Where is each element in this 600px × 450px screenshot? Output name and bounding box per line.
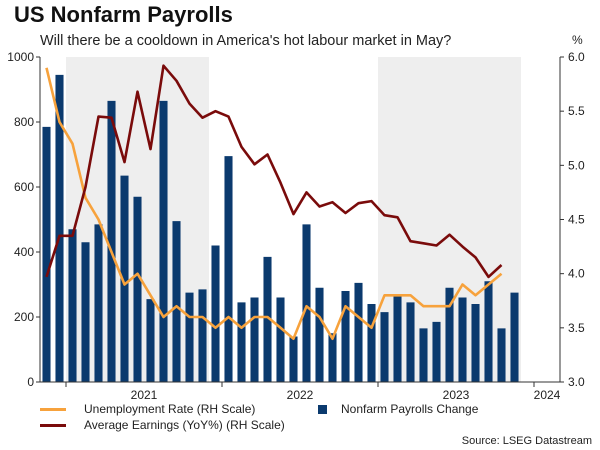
payroll-bar (484, 281, 493, 382)
payroll-bar (406, 302, 415, 382)
chart-title: US Nonfarm Payrolls (14, 2, 233, 27)
payroll-bar (198, 289, 207, 382)
payroll-bar (432, 321, 441, 382)
left-tick-label: 200 (14, 310, 34, 324)
payroll-bar (315, 287, 324, 382)
left-tick-label: 400 (14, 245, 34, 259)
source-note: Source: LSEG Datastream (461, 435, 592, 447)
payroll-bar (380, 312, 389, 382)
right-tick-label: 5.5 (568, 104, 585, 118)
payroll-bar (250, 297, 259, 382)
right-tick-label: 4.0 (568, 267, 585, 281)
x-tick-label: 2023 (443, 388, 470, 402)
payroll-bar (146, 299, 155, 382)
payroll-bar (107, 100, 116, 382)
payroll-bar (354, 282, 363, 382)
left-tick-label: 800 (14, 115, 34, 129)
x-tick-label: 2021 (131, 388, 158, 402)
earnings-line (45, 64, 503, 279)
right-axis-unit: % (572, 33, 583, 47)
payroll-bar (237, 302, 246, 382)
payroll-bar (172, 221, 181, 382)
payroll-bar (276, 297, 285, 382)
payroll-bar (159, 100, 168, 382)
unemployment-line (45, 67, 503, 340)
right-tick-label: 5.0 (568, 158, 585, 172)
payroll-bar (185, 292, 194, 382)
left-tick-label: 0 (27, 375, 34, 389)
left-tick-label: 1000 (7, 50, 34, 64)
x-tick-label: 2024 (534, 388, 561, 402)
payroll-bar (263, 256, 272, 382)
payroll-bar (120, 175, 129, 382)
payroll-bar (445, 287, 454, 382)
payroll-bar (133, 196, 142, 382)
payroll-bar (510, 292, 519, 382)
payroll-bar (419, 328, 428, 382)
payroll-bar (393, 294, 402, 382)
payroll-bar (471, 304, 480, 382)
payroll-bar (42, 126, 51, 382)
payroll-bar (289, 336, 298, 382)
payroll-bar (367, 304, 376, 382)
x-tick-label: 2022 (287, 388, 314, 402)
right-tick-label: 6.0 (568, 50, 585, 64)
payroll-bar (497, 328, 506, 382)
right-tick-label: 4.5 (568, 213, 585, 227)
payroll-bar (302, 224, 311, 382)
payroll-bar (224, 156, 233, 382)
payroll-bar (81, 242, 90, 382)
payroll-bar (458, 297, 467, 382)
payroll-bar (68, 229, 77, 382)
right-tick-label: 3.5 (568, 321, 585, 335)
right-tick-label: 3.0 (568, 375, 585, 389)
payroll-bar (341, 291, 350, 382)
payroll-bar (55, 74, 64, 382)
chart-subtitle: Will there be a cooldown in America's ho… (40, 33, 452, 49)
payroll-bar (211, 245, 220, 382)
payroll-bar (94, 224, 103, 382)
left-tick-label: 600 (14, 180, 34, 194)
payroll-bar (328, 333, 337, 382)
